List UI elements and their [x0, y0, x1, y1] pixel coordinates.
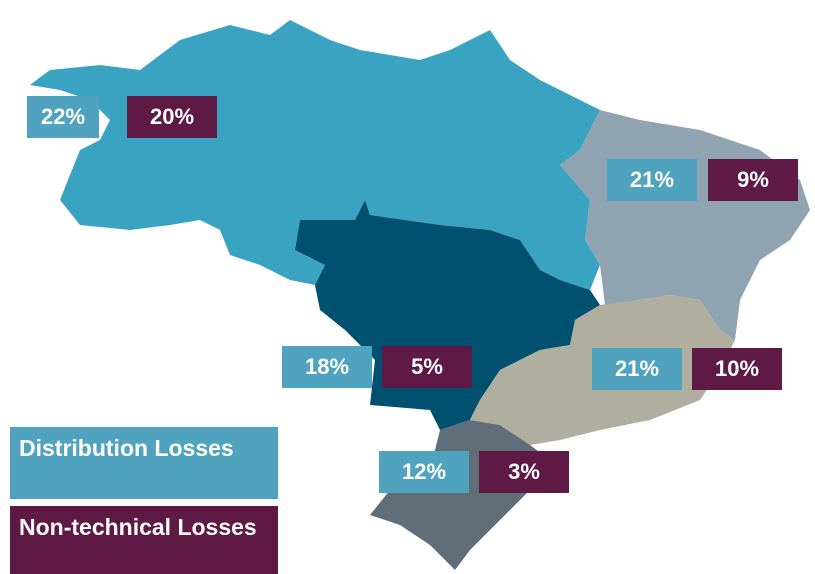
- non-technical-label: 9%: [708, 159, 798, 201]
- north-region: [30, 20, 600, 290]
- distribution-label: 21%: [607, 159, 697, 201]
- legend-distribution: Distribution Losses: [10, 427, 278, 499]
- distribution-label: 18%: [282, 346, 372, 388]
- legend-non-technical: Non-technical Losses: [10, 506, 278, 574]
- distribution-label: 22%: [27, 96, 99, 138]
- non-technical-label: 20%: [127, 96, 217, 138]
- non-technical-label: 5%: [382, 346, 472, 388]
- non-technical-label: 3%: [479, 451, 569, 493]
- non-technical-label: 10%: [692, 348, 782, 390]
- distribution-label: 21%: [592, 348, 682, 390]
- center-west-region: [295, 200, 600, 430]
- distribution-label: 12%: [379, 451, 469, 493]
- south-region: [370, 420, 550, 570]
